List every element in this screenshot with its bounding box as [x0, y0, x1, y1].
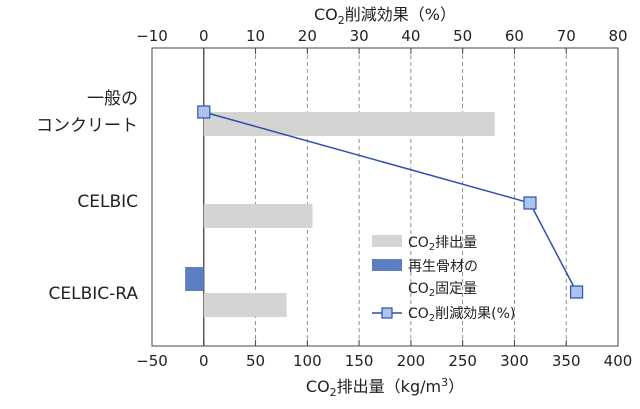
top-tick-label: 80: [608, 27, 627, 45]
bottom-tick-label: 350: [552, 352, 581, 370]
reduction-marker: [523, 196, 537, 210]
bottom-axis-title: CO2排出量（kg/m3）: [306, 376, 464, 399]
top-tick-label: 20: [298, 27, 317, 45]
top-axis-title: CO2削減効果（%）: [314, 5, 456, 27]
bottom-tick-label: 50: [246, 352, 265, 370]
category-label: CELBIC: [77, 192, 138, 212]
bottom-tick-label: 100: [293, 352, 322, 370]
top-tick-label: 70: [557, 27, 576, 45]
top-tick-label: 30: [350, 27, 369, 45]
emission-bar: [203, 293, 287, 317]
legend-label-fixation-line1: 再生骨材の: [408, 259, 478, 275]
plot-frame: [151, 47, 619, 347]
legend-marker-reduction: [381, 307, 393, 319]
emission-bar: [203, 204, 313, 228]
legend-label-reduction: CO2削減効果(%): [408, 305, 515, 324]
bottom-tick-label: 400: [604, 352, 633, 370]
category-label: CELBIC-RA: [48, 284, 138, 304]
bottom-tick-label: 0: [199, 352, 209, 370]
bottom-tick-label: 250: [448, 352, 477, 370]
top-tick-label: 50: [453, 27, 472, 45]
reduction-marker: [197, 105, 211, 119]
reduction-marker: [569, 285, 584, 299]
top-tick-label: 60: [505, 27, 524, 45]
top-tick-label: −10: [136, 27, 168, 45]
legend-label-emission: CO2排出量: [408, 235, 477, 253]
legend-swatch-fixation: [372, 259, 402, 271]
bottom-tick-label: 150: [345, 352, 374, 370]
bottom-tick-label: 200: [397, 352, 426, 370]
bottom-tick-label: 300: [500, 352, 529, 370]
top-tick-label: 40: [401, 27, 420, 45]
top-tick-label: 10: [246, 27, 265, 45]
bottom-tick-label: −50: [136, 352, 168, 370]
legend-label-fixation-line2: CO2固定量: [408, 281, 477, 299]
fixation-bar: [185, 267, 204, 291]
legend-swatch-emission: [372, 235, 402, 247]
emission-bar: [203, 112, 495, 136]
category-label: コンクリート: [36, 116, 138, 136]
top-tick-label: 0: [199, 27, 209, 45]
category-label: 一般の: [87, 89, 138, 109]
